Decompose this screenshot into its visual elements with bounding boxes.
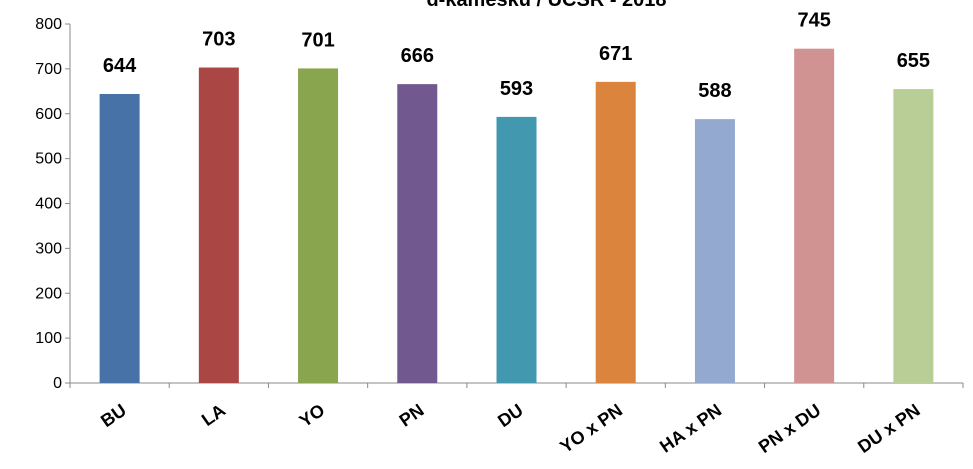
data-label: 703 [202, 29, 235, 51]
bar [198, 67, 239, 383]
x-tick-label: LA [198, 400, 229, 430]
x-tick-labels-group: BU LA YO PN DU YO x PN HA x PN PN x DU DU x PN [97, 400, 924, 457]
data-label: 588 [698, 80, 731, 102]
y-tick-label: 800 [35, 16, 62, 33]
x-tick-label: DU [494, 400, 527, 431]
x-axis [69, 382, 964, 388]
y-tick-label: 0 [53, 375, 62, 392]
y-tick-label: 500 [35, 151, 62, 168]
x-tick-label: YO x PN [556, 400, 626, 457]
x-tick-label: HA x PN [656, 400, 725, 457]
bar [893, 89, 934, 383]
bar [298, 68, 339, 384]
x-tick-label: DU x PN [854, 400, 924, 457]
chart-title: d-kamešků / ÚČSR - 2018 [426, 0, 666, 11]
data-labels-group: 644 703 701 666 593 671 588 745 655 [103, 10, 930, 102]
data-label: 671 [599, 43, 632, 65]
bar [694, 119, 735, 383]
bars-group [99, 48, 934, 384]
x-tick-label: PN [396, 400, 428, 431]
bar [496, 116, 537, 384]
data-label: 745 [797, 10, 830, 32]
data-label: 666 [401, 45, 434, 67]
bar [595, 81, 636, 384]
bar [794, 48, 835, 384]
data-label: 701 [301, 29, 334, 51]
data-label: 655 [897, 50, 930, 72]
x-tick-label: YO [296, 400, 329, 431]
y-tick-label: 200 [35, 285, 62, 302]
y-axis: 0 100 200 300 400 500 600 700 800 [35, 16, 71, 392]
y-tick-label: 100 [35, 330, 62, 347]
data-label: 644 [103, 55, 137, 77]
bar [99, 94, 140, 383]
y-tick-label: 300 [35, 240, 62, 257]
y-tick-label: 700 [35, 61, 62, 78]
y-tick-label: 400 [35, 196, 62, 213]
x-tick-label: BU [97, 400, 130, 431]
data-label: 593 [500, 78, 533, 100]
y-tick-label: 600 [35, 106, 62, 123]
x-tick-label: PN x DU [755, 400, 825, 457]
bar [397, 84, 438, 383]
